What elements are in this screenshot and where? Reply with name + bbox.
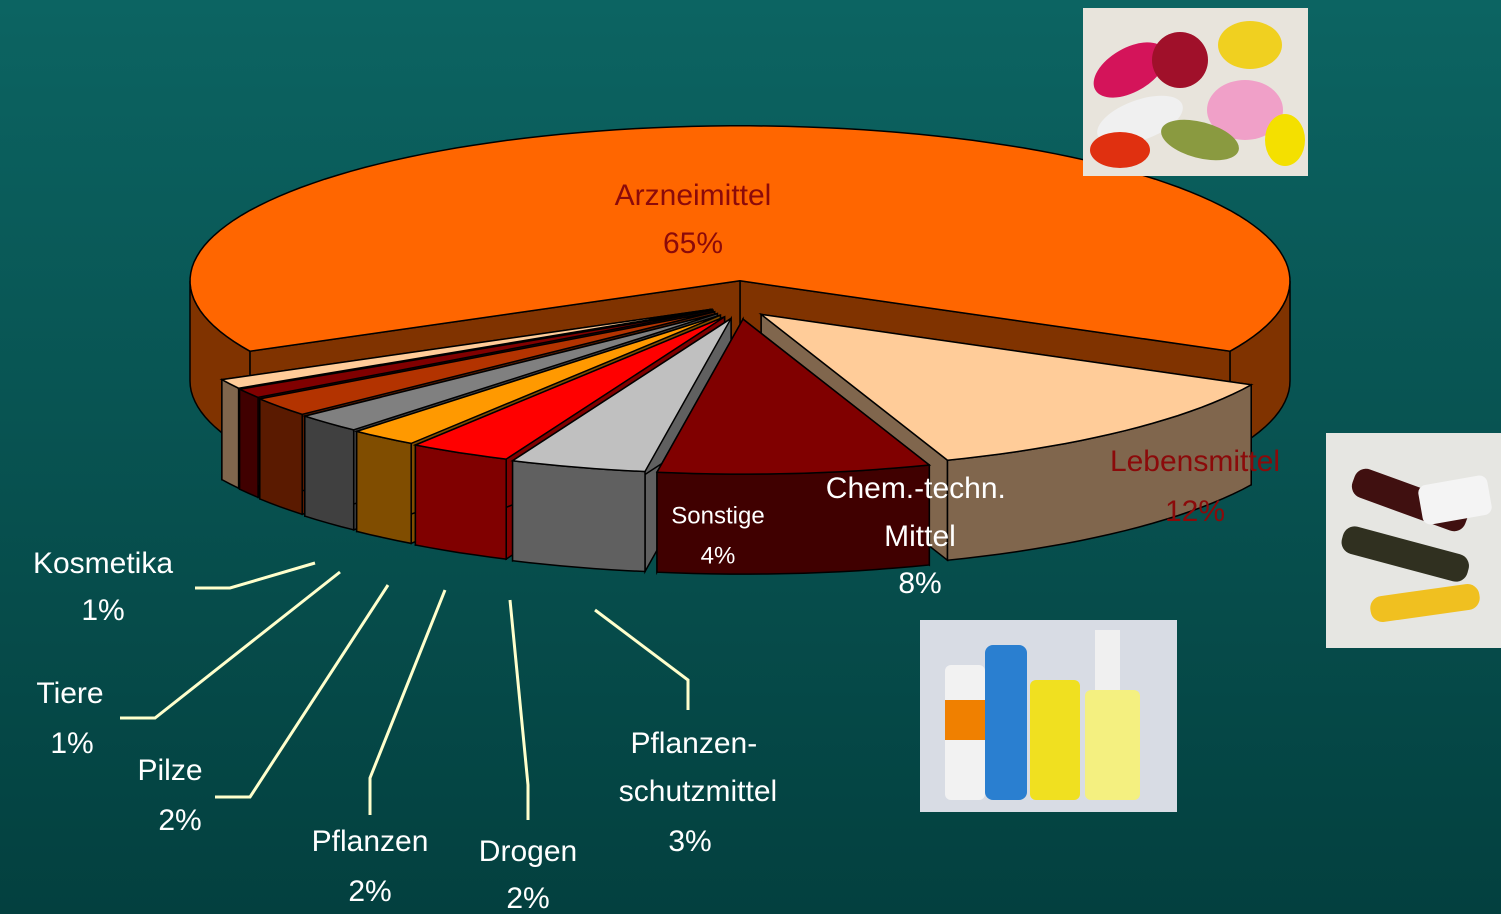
photo-pills xyxy=(1083,8,1308,176)
value-label: 2% xyxy=(506,882,549,914)
slice-label: Arzneimittel xyxy=(615,179,772,212)
value-label: 3% xyxy=(668,825,711,858)
slice-wall xyxy=(240,389,259,497)
value-label: 4% xyxy=(701,542,736,569)
slice-wall xyxy=(513,461,645,572)
chart: Arzneimittel65%Lebensmittel12%Chem.-tech… xyxy=(0,0,1501,914)
value-label: 2% xyxy=(348,875,391,908)
value-label: 1% xyxy=(50,727,93,760)
slice-label: Lebensmittel xyxy=(1110,445,1280,478)
slice-label: Pilze xyxy=(137,754,202,787)
value-label: 8% xyxy=(898,567,941,600)
slice-label: Drogen xyxy=(479,835,577,868)
slice-label: Sonstige xyxy=(671,502,764,529)
value-label: 1% xyxy=(81,594,124,627)
value-label: 2% xyxy=(158,804,201,837)
slice-wall xyxy=(222,380,239,489)
value-label: 12% xyxy=(1165,495,1225,528)
slice-label: Pflanzen xyxy=(312,825,429,858)
slice-wall xyxy=(305,416,354,530)
slice-label: Tiere xyxy=(36,677,103,710)
photo-cleaners xyxy=(920,620,1177,812)
value-label: 65% xyxy=(663,227,723,260)
slice-wall xyxy=(260,399,302,514)
slice-label: Kosmetika xyxy=(33,547,173,580)
slice-wall xyxy=(357,431,412,543)
slice-wall xyxy=(415,445,506,559)
photo-bottles xyxy=(1326,433,1501,648)
